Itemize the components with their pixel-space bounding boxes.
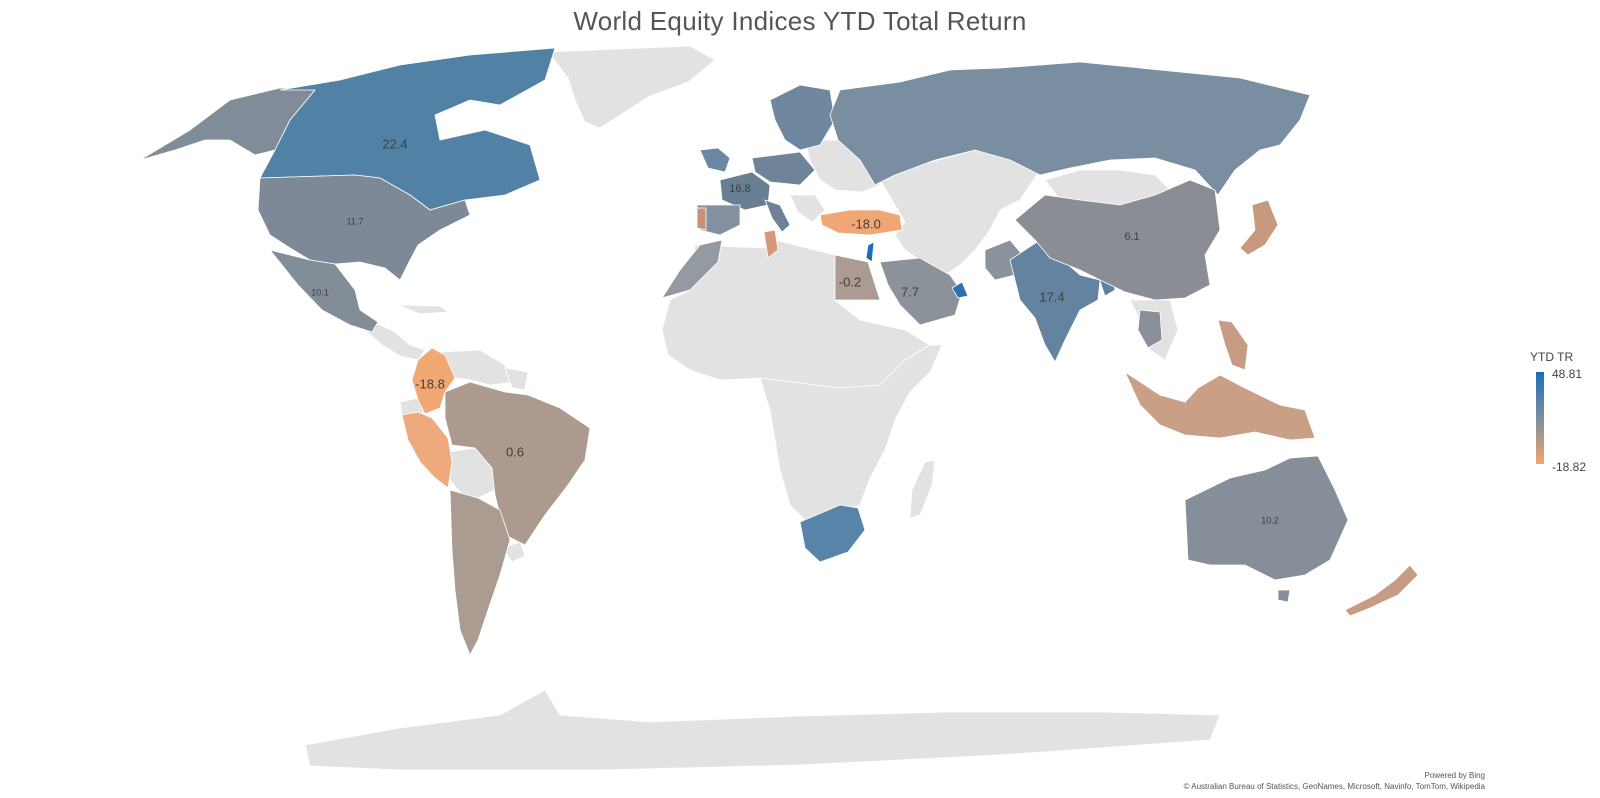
country-russia[interactable] xyxy=(829,61,1311,196)
label-brazil: 0.6 xyxy=(506,444,524,459)
label-china: 6.1 xyxy=(1124,231,1139,243)
country-peru[interactable] xyxy=(401,411,453,489)
label-mexico: 10.1 xyxy=(311,287,329,297)
country-turkey[interactable] xyxy=(819,209,903,236)
legend-max-value: 48.81 xyxy=(1552,367,1583,381)
country-thailand[interactable] xyxy=(1137,309,1163,349)
country-indonesia[interactable] xyxy=(1124,370,1316,441)
label-egypt: -0.2 xyxy=(839,274,861,289)
country-australia[interactable] xyxy=(1184,455,1349,581)
region-caribbean[interactable] xyxy=(397,304,450,315)
legend-gradient-bar xyxy=(1536,372,1544,464)
country-uruguay[interactable] xyxy=(502,541,526,563)
country-germany-poland[interactable] xyxy=(751,151,816,186)
country-scandinavia[interactable] xyxy=(769,84,836,151)
map-title: World Equity Indices YTD Total Return xyxy=(573,6,1027,36)
powered-by-text: Powered by Bing xyxy=(1424,771,1485,780)
region-antarctica[interactable] xyxy=(304,689,1221,771)
country-mexico[interactable] xyxy=(268,249,379,333)
country-argentina-chile[interactable] xyxy=(449,489,511,656)
region-central-africa[interactable] xyxy=(759,344,943,521)
country-greenland[interactable] xyxy=(547,45,716,129)
country-china[interactable] xyxy=(1014,179,1221,301)
country-egypt[interactable] xyxy=(834,254,881,301)
country-india[interactable] xyxy=(1009,239,1101,363)
label-france: 16.8 xyxy=(729,183,750,195)
country-morocco[interactable] xyxy=(661,239,723,299)
region-balkans[interactable] xyxy=(789,194,826,223)
label-india: 17.4 xyxy=(1039,289,1064,304)
country-south-africa[interactable] xyxy=(799,504,866,563)
country-japan[interactable] xyxy=(1239,199,1279,256)
country-philippines[interactable] xyxy=(1217,319,1249,371)
country-israel[interactable] xyxy=(865,241,875,263)
attribution-text: © Australian Bureau of Statistics, GeoNa… xyxy=(1183,782,1485,791)
country-brazil[interactable] xyxy=(444,381,591,546)
country-guianas[interactable] xyxy=(504,367,529,391)
country-uae[interactable] xyxy=(951,281,969,299)
country-madagascar[interactable] xyxy=(909,459,936,519)
country-uk-ireland[interactable] xyxy=(699,147,731,173)
legend-title: YTD TR xyxy=(1530,350,1574,364)
country-tunisia[interactable] xyxy=(763,229,779,259)
label-australia: 10.2 xyxy=(1261,515,1279,525)
color-legend: YTD TR 48.81 -18.82 xyxy=(1530,350,1600,480)
legend-min-value: -18.82 xyxy=(1552,460,1587,474)
label-saudi: 7.7 xyxy=(901,284,919,299)
country-portugal[interactable] xyxy=(696,207,707,231)
country-usa[interactable] xyxy=(257,174,471,281)
label-turkey: -18.0 xyxy=(851,216,881,231)
label-usa: 11.7 xyxy=(347,216,364,226)
small-label-uk: . xyxy=(709,159,710,164)
label-canada: 22.4 xyxy=(382,136,407,151)
country-tasmania[interactable] xyxy=(1277,589,1291,603)
country-colombia[interactable] xyxy=(411,347,456,415)
label-colombia: -18.8 xyxy=(415,376,445,391)
country-new-zealand[interactable] xyxy=(1344,564,1419,617)
country-italy[interactable] xyxy=(764,199,791,233)
country-canada[interactable] xyxy=(259,47,556,211)
country-saudi-arabia[interactable] xyxy=(879,257,963,326)
